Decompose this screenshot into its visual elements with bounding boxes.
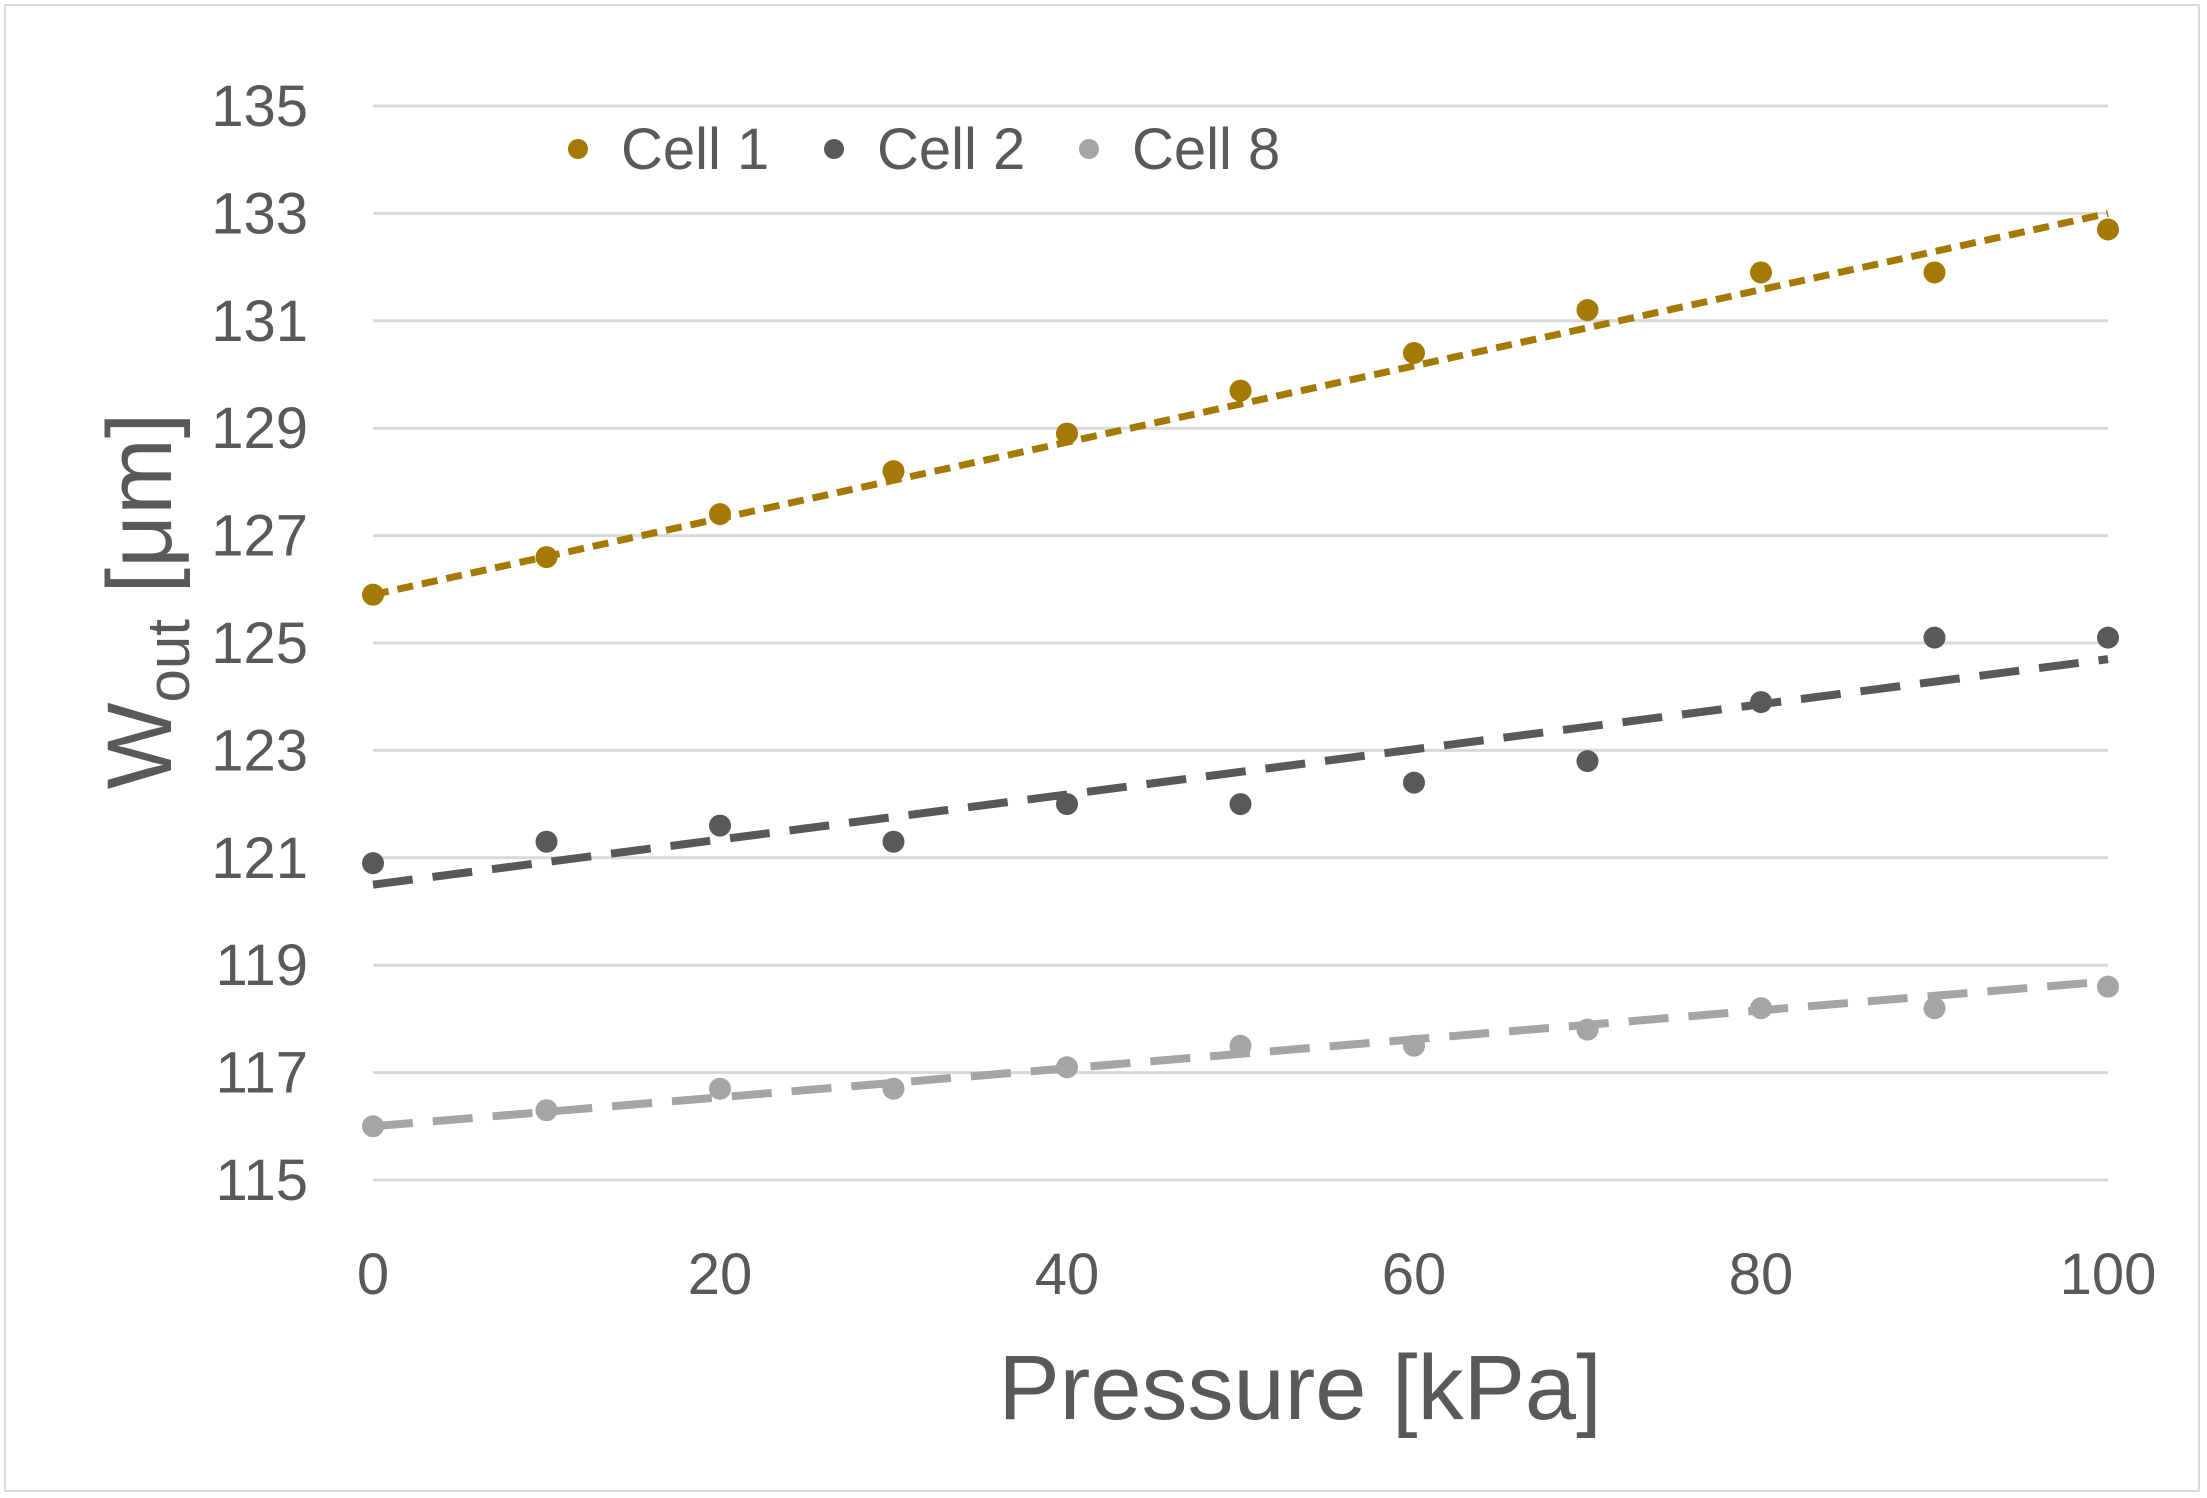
- y-tick-labels: 115 117 119 121 123 125 127 129 131 133 135: [211, 74, 308, 1213]
- data-point-series-2: [2097, 626, 2119, 649]
- data-point-series-2: [882, 830, 905, 853]
- data-point-series-3: [1750, 997, 1772, 1020]
- y-tick-label: 135: [211, 74, 308, 139]
- data-point-series-2: [1750, 691, 1772, 714]
- data-point-series-1: [1923, 261, 1946, 284]
- data-point-series-1: [882, 460, 905, 483]
- data-point-series-1: [1229, 379, 1252, 402]
- y-tick-label: 133: [211, 181, 308, 246]
- data-point-series-3: [2097, 975, 2119, 998]
- data-point-series-1: [709, 503, 731, 526]
- x-tick-label: 20: [688, 1242, 753, 1307]
- data-point-series-1: [1056, 422, 1078, 445]
- trendline-series-1: [372, 209, 2109, 599]
- x-tick-label: 80: [1729, 1242, 1794, 1307]
- data-point-series-3: [1923, 997, 1946, 1020]
- x-tick-label: 0: [357, 1242, 389, 1307]
- data-point-series-2: [1229, 793, 1252, 816]
- legend: Cell 1 Cell 2 Cell 8: [568, 117, 1280, 182]
- trendlines: [372, 209, 2109, 1131]
- data-point-series-2: [1403, 771, 1425, 794]
- data-point-series-2: [1576, 750, 1599, 773]
- y-tick-label: 115: [216, 1148, 308, 1213]
- trendline-series-2: [372, 655, 2109, 889]
- data-point-series-2: [1056, 793, 1078, 816]
- data-point-series-3: [1576, 1018, 1599, 1041]
- data-point-series-3: [1403, 1034, 1425, 1057]
- chart-frame: 115 117 119 121 123 125 127 129 131 133 135 0 20 40 6…: [4, 4, 2200, 1492]
- y-tick-label: 121: [211, 826, 308, 891]
- data-point-series-1: [1750, 261, 1772, 284]
- x-tick-label: 40: [1035, 1242, 1100, 1307]
- gridlines: [373, 104, 2108, 1182]
- data-point-series-2: [362, 852, 384, 875]
- data-point-series-2: [709, 814, 731, 837]
- legend-label: Cell 8: [1132, 117, 1280, 182]
- y-tick-label: 125: [211, 611, 308, 676]
- legend-label: Cell 1: [621, 117, 769, 182]
- y-tick-label: 129: [211, 396, 308, 461]
- data-point-series-3: [1229, 1034, 1252, 1057]
- data-point-series-1: [1403, 342, 1425, 365]
- y-axis-title: Wout [μm]: [89, 413, 202, 790]
- data-points: [362, 218, 2119, 1138]
- x-tick-label: 60: [1382, 1242, 1447, 1307]
- data-point-series-3: [535, 1099, 558, 1122]
- chart-svg: 115 117 119 121 123 125 127 129 131 133 135 0 20 40 6…: [89, 74, 2157, 1439]
- legend-marker: [568, 139, 588, 159]
- data-point-series-1: [362, 583, 384, 606]
- svg-text:Wout [μm]: Wout [μm]: [89, 413, 202, 790]
- data-point-series-1: [2097, 218, 2119, 241]
- data-point-series-1: [535, 546, 558, 569]
- y-axis-title-subscript: out: [135, 619, 202, 703]
- data-point-series-3: [709, 1077, 731, 1100]
- data-point-series-3: [362, 1115, 384, 1138]
- y-axis-title-main: W: [89, 702, 191, 789]
- y-tick-label: 131: [211, 289, 308, 354]
- legend-marker: [824, 139, 844, 159]
- data-point-series-1: [1576, 299, 1599, 322]
- y-axis-title-unit: [μm]: [89, 413, 191, 619]
- y-tick-label: 117: [216, 1041, 308, 1106]
- legend-label: Cell 2: [877, 117, 1025, 182]
- data-point-series-3: [1056, 1056, 1078, 1079]
- x-tick-labels: 0 20 40 60 80 100: [357, 1242, 2157, 1307]
- legend-marker: [1079, 139, 1099, 159]
- data-point-series-2: [1923, 626, 1946, 649]
- x-tick-label: 100: [2060, 1242, 2157, 1307]
- y-tick-label: 123: [211, 718, 308, 783]
- y-tick-label: 119: [216, 933, 308, 998]
- data-point-series-2: [535, 830, 558, 853]
- data-point-series-3: [882, 1077, 905, 1100]
- x-axis-title: Pressure [kPa]: [998, 1337, 1601, 1439]
- y-tick-label: 127: [211, 504, 308, 569]
